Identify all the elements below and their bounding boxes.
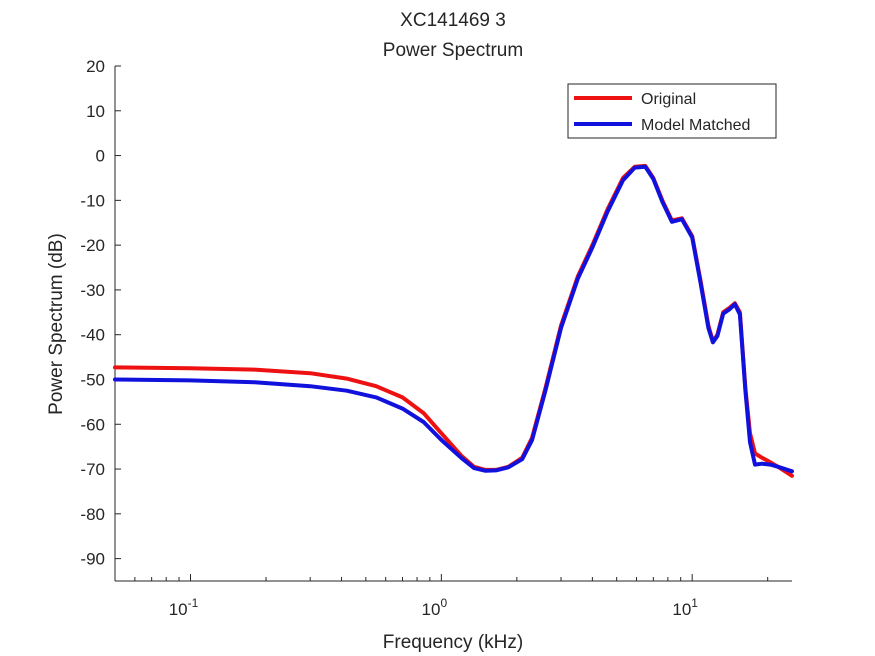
y-tick-label: -50 bbox=[80, 370, 105, 389]
y-tick-label: -80 bbox=[80, 505, 105, 524]
legend-label-original: Original bbox=[641, 91, 696, 108]
series-layer bbox=[113, 163, 794, 478]
x-tick-label: 101 bbox=[672, 596, 698, 619]
y-tick-label: -70 bbox=[80, 460, 105, 479]
y-tick-label: -30 bbox=[80, 281, 105, 300]
x-tick-label: 100 bbox=[422, 596, 448, 619]
legend-box bbox=[567, 83, 777, 139]
y-tick-label: -60 bbox=[80, 415, 105, 434]
y-axis-label: Power Spectrum (dB) bbox=[46, 233, 67, 415]
chart-title: XC141469 3 bbox=[400, 10, 506, 31]
legend-label-model-matched: Model Matched bbox=[641, 117, 750, 134]
y-tick-label: 10 bbox=[86, 102, 105, 121]
y-tick-label: -90 bbox=[80, 550, 105, 569]
y-tick-label: 0 bbox=[96, 147, 105, 166]
y-tick-label: -10 bbox=[80, 191, 105, 210]
x-tick-label: 10-1 bbox=[169, 596, 199, 619]
y-tick-label: -20 bbox=[80, 236, 105, 255]
legend: Original Model Matched bbox=[567, 83, 777, 139]
series-line-original bbox=[113, 163, 794, 478]
y-tick-label: 20 bbox=[86, 57, 105, 76]
y-tick-label: -40 bbox=[80, 326, 105, 345]
x-axis-label: Frequency (kHz) bbox=[383, 632, 523, 653]
chart-subtitle: Power Spectrum bbox=[383, 40, 523, 61]
series-line-model-matched bbox=[113, 164, 794, 474]
